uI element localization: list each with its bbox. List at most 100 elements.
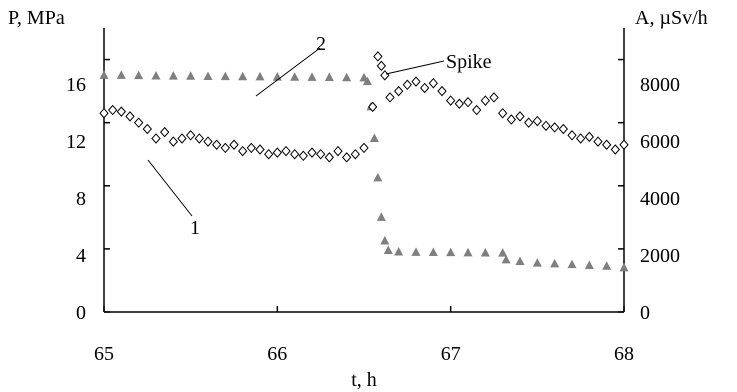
pressure-point bbox=[602, 261, 612, 270]
dose-rate-point bbox=[454, 98, 465, 109]
pressure-point bbox=[186, 71, 196, 80]
dose-rate-point bbox=[376, 60, 387, 72]
dose-rate-point bbox=[289, 148, 300, 160]
x-tick-label: 67 bbox=[441, 343, 461, 365]
dose-rate-point bbox=[601, 139, 612, 151]
dose-rate-point bbox=[211, 139, 222, 151]
dose-rate-point bbox=[402, 79, 413, 91]
dose-rate-point bbox=[411, 76, 421, 87]
dose-rate-point bbox=[471, 104, 482, 116]
pressure-point bbox=[168, 71, 178, 80]
pressure-point bbox=[446, 247, 456, 257]
pressure-point bbox=[567, 259, 577, 269]
dose-rate-point bbox=[380, 70, 390, 81]
pressure-point bbox=[383, 245, 393, 254]
pressure-point bbox=[220, 71, 230, 81]
dose-rate-point bbox=[107, 104, 118, 116]
pressure-point bbox=[203, 71, 213, 80]
x-axis-label: t, h bbox=[351, 369, 377, 391]
dose-rate-point bbox=[272, 147, 283, 158]
annotation-leader-2 bbox=[255, 47, 321, 97]
pressure-point bbox=[238, 71, 248, 81]
annotation-label-1: 1 bbox=[190, 217, 200, 239]
dose-rate-point bbox=[229, 139, 239, 151]
pressure-point bbox=[255, 71, 265, 81]
dose-rate-point bbox=[610, 144, 621, 155]
dose-rate-point bbox=[185, 130, 196, 141]
dose-rate-point bbox=[315, 148, 326, 160]
dose-rate-point bbox=[125, 111, 135, 122]
pressure-point bbox=[369, 133, 379, 142]
dose-rate-point bbox=[385, 92, 395, 103]
dose-rate-point bbox=[350, 148, 361, 160]
pressure-point bbox=[532, 258, 542, 267]
pressure-point bbox=[342, 72, 352, 82]
dose-rate-point bbox=[324, 152, 335, 163]
dose-rate-point bbox=[159, 126, 170, 138]
dose-rate-point bbox=[575, 133, 586, 144]
y-right-tick-label: 0 bbox=[640, 302, 650, 324]
x-tick-label: 66 bbox=[267, 343, 287, 365]
pressure-point bbox=[480, 247, 490, 257]
pressure-point bbox=[380, 236, 390, 245]
y-right-axis-label: A, µSv/h bbox=[635, 7, 708, 29]
y-right-tick-label: 8000 bbox=[640, 74, 680, 96]
y-left-tick-label: 16 bbox=[66, 74, 86, 96]
dose-rate-point bbox=[333, 145, 343, 157]
annotation-leader-spike bbox=[385, 60, 445, 75]
x-tick-label: 65 bbox=[94, 343, 114, 365]
dose-rate-point bbox=[506, 114, 517, 125]
dose-rate-point bbox=[151, 133, 161, 144]
dose-rate-point bbox=[99, 107, 109, 119]
dose-rate-point bbox=[428, 77, 439, 89]
pressure-point bbox=[584, 260, 594, 269]
dose-rate-point bbox=[497, 107, 508, 119]
dose-rate-point bbox=[567, 130, 577, 141]
pressure-point bbox=[376, 212, 386, 221]
dose-rate-point bbox=[220, 142, 231, 154]
y-left-axis-label: P, MPa bbox=[8, 7, 65, 29]
x-tick-label: 68 bbox=[614, 343, 634, 365]
pressure-point bbox=[307, 72, 317, 81]
pressure-point bbox=[99, 70, 109, 79]
pressure-point bbox=[134, 70, 144, 80]
pressure-point bbox=[463, 247, 473, 257]
dose-rate-point bbox=[298, 150, 309, 162]
pressure-point bbox=[498, 248, 508, 257]
pressure-point bbox=[272, 72, 282, 81]
dose-rate-point bbox=[584, 131, 595, 143]
dose-rate-point bbox=[203, 136, 213, 147]
y-right-tick-label: 4000 bbox=[640, 188, 680, 210]
y-left-tick-label: 0 bbox=[76, 302, 86, 324]
y-right-tick-label: 2000 bbox=[640, 245, 680, 267]
dose-rate-point bbox=[515, 111, 525, 122]
pressure-point bbox=[362, 76, 372, 86]
dose-rate-point bbox=[437, 85, 447, 97]
y-left-tick-label: 8 bbox=[76, 188, 86, 210]
dose-rate-point bbox=[463, 96, 473, 108]
dose-rate-point bbox=[255, 144, 265, 155]
annotation-leader-1 bbox=[147, 159, 193, 217]
dose-rate-point bbox=[373, 51, 383, 62]
y-left-tick-label: 4 bbox=[76, 245, 86, 267]
series-pressure bbox=[99, 70, 629, 272]
series-dose-rate bbox=[99, 51, 629, 163]
dose-rate-point bbox=[142, 123, 153, 135]
annotation-label-spike: Spike bbox=[446, 51, 492, 73]
dose-rate-point bbox=[593, 136, 603, 147]
dose-rate-point bbox=[263, 148, 274, 160]
dose-rate-point bbox=[445, 95, 456, 106]
dose-rate-point bbox=[489, 92, 499, 103]
pressure-point bbox=[501, 254, 511, 264]
pressure-point bbox=[550, 258, 560, 268]
dose-rate-point bbox=[246, 142, 257, 154]
dose-rate-point bbox=[367, 101, 378, 113]
dose-rate-point bbox=[133, 117, 144, 128]
dose-rate-point bbox=[177, 133, 187, 144]
pressure-point bbox=[515, 256, 525, 266]
dose-rate-point bbox=[480, 95, 491, 106]
annotation-label-2: 2 bbox=[316, 33, 326, 55]
dose-rate-point bbox=[194, 133, 205, 144]
pressure-point bbox=[411, 247, 421, 256]
pressure-point bbox=[428, 247, 438, 257]
